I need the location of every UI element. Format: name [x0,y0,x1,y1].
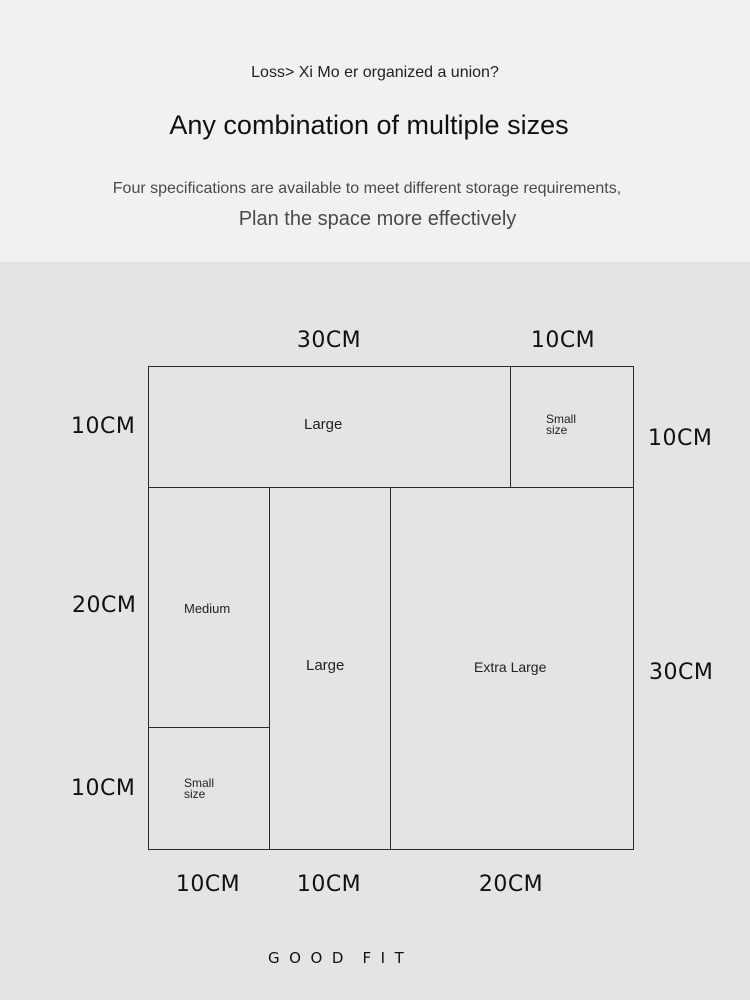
dimension-top-large: 30CM [296,328,362,353]
dimension-bottom-col3: 20CM [478,872,544,897]
box-label-large-top: Large [304,416,343,433]
header-section: Loss> Xi Mo er organized a union? Any co… [0,0,750,262]
footer-tagline: G O O D F I T [268,949,404,967]
box-medium: Medium [148,487,270,728]
box-label-extra-large: Extra Large [474,659,547,675]
dimension-left-row2: 20CM [72,593,137,618]
box-large-middle: Large [269,487,391,850]
box-small-bottom-left: Small size [148,727,270,850]
dimension-bottom-col2: 10CM [296,872,362,897]
dimension-bottom-col1: 10CM [175,872,241,897]
description-line-2: Plan the space more effectively [238,208,517,230]
box-large-top: Large [148,366,511,488]
box-label-medium: Medium [184,601,231,616]
box-label-small-bottom-left: Small size [184,776,215,801]
page-title: Any combination of multiple sizes [169,110,569,140]
description-line-1: Four specifications are available to mee… [112,180,622,197]
dimension-left-row1: 10CM [71,414,136,439]
box-small-top-right: Small size [510,366,634,488]
dimension-top-small: 10CM [530,328,596,353]
dimension-left-row3: 10CM [71,776,136,801]
dimension-right-row2: 30CM [649,660,714,685]
size-diagram-section [0,262,750,1000]
box-label-large-middle: Large [306,657,345,674]
breadcrumb: Loss> Xi Mo er organized a union? [251,64,499,81]
box-label-small-top-right: Small size [546,412,577,437]
dimension-right-row1: 10CM [648,426,713,451]
box-extra-large: Extra Large [390,487,634,850]
